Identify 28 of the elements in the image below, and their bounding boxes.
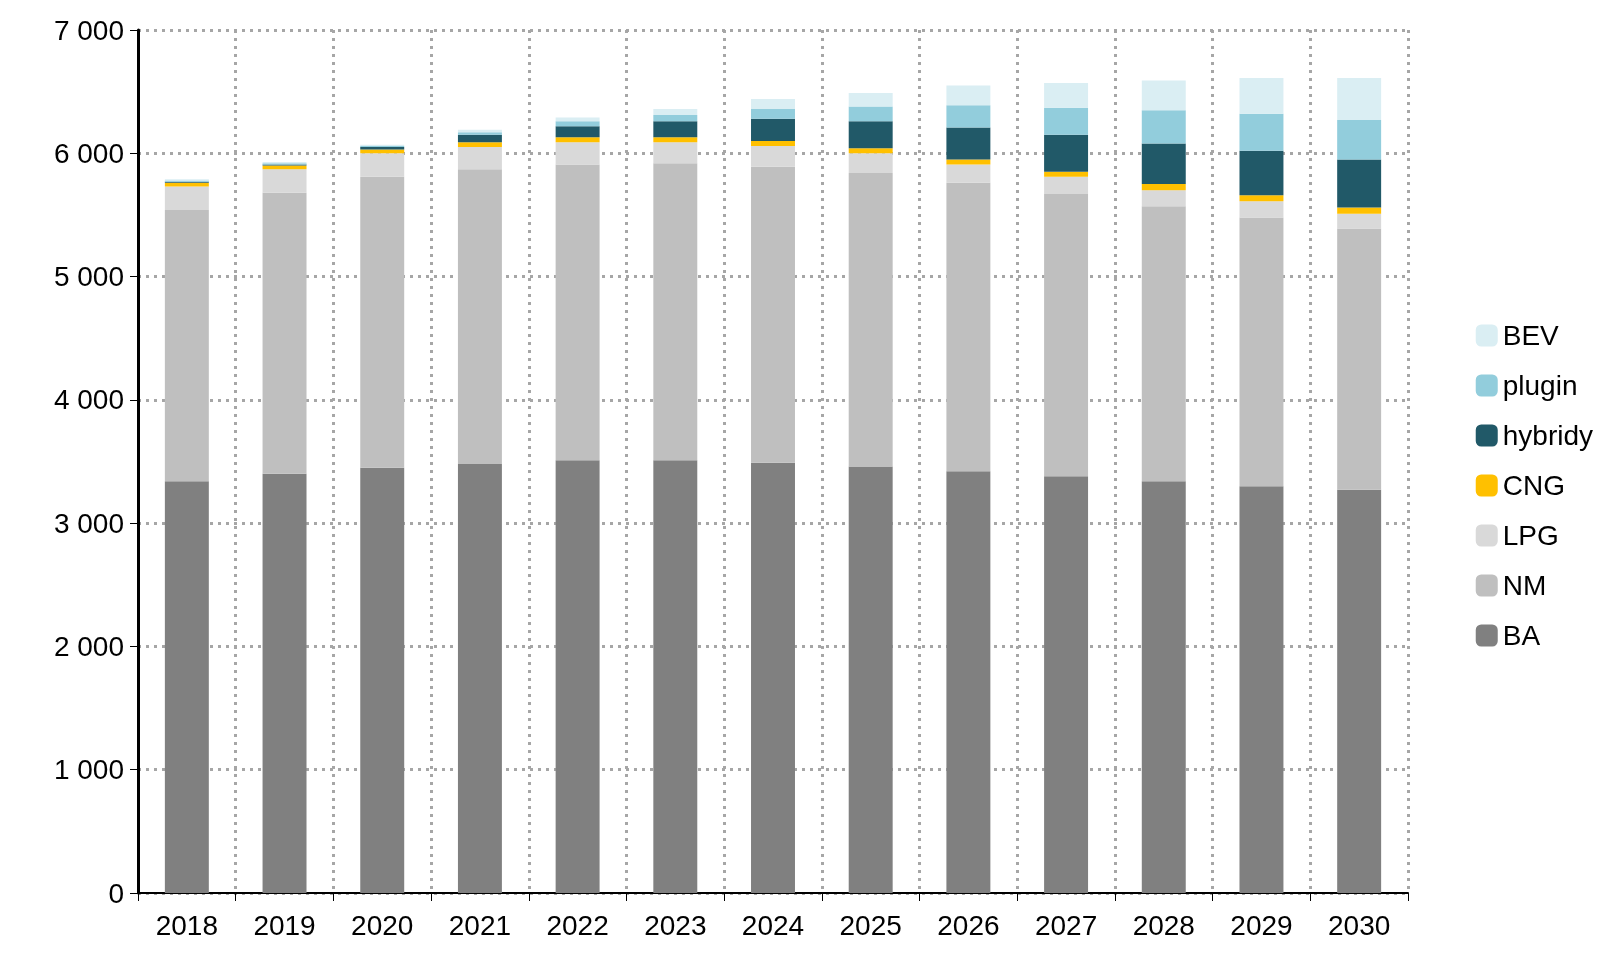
x-tick-label: 2020 [351,909,414,941]
x-tick-label: 2024 [741,909,805,941]
x-tick-label: 2019 [253,909,316,941]
x-tick-label: 2027 [1034,909,1098,941]
legend-label: hybridy [1502,420,1593,451]
legend-label: CNG [1502,470,1565,501]
x-tick-label: 2021 [448,909,512,941]
y-tick-label: 4 000 [53,384,124,416]
x-tick-label: 2023 [644,909,707,941]
legend-label: plugin [1502,370,1578,401]
x-tick-label: 2025 [839,909,902,941]
x-tick-label: 2026 [937,909,1000,941]
y-tick-label: 3 000 [53,507,124,539]
y-tick-label: 1 000 [53,754,124,786]
y-tick-label: 5 000 [53,261,124,293]
y-tick-label: 2 000 [53,630,124,662]
legend-label: LPG [1502,520,1559,551]
x-tick-label: 2029 [1230,909,1293,941]
legend-label: BA [1502,620,1541,651]
x-tick-label: 2030 [1328,909,1391,941]
legend-label: BEV [1502,320,1560,351]
y-tick-label: 6 000 [53,137,124,169]
legend-label: NM [1502,570,1547,601]
y-tick-label: 0 [108,877,124,909]
x-tick-label: 2028 [1132,909,1195,941]
x-tick-label: 2018 [155,909,218,941]
x-tick-label: 2022 [546,909,609,941]
y-tick-label: 7 000 [53,14,124,46]
